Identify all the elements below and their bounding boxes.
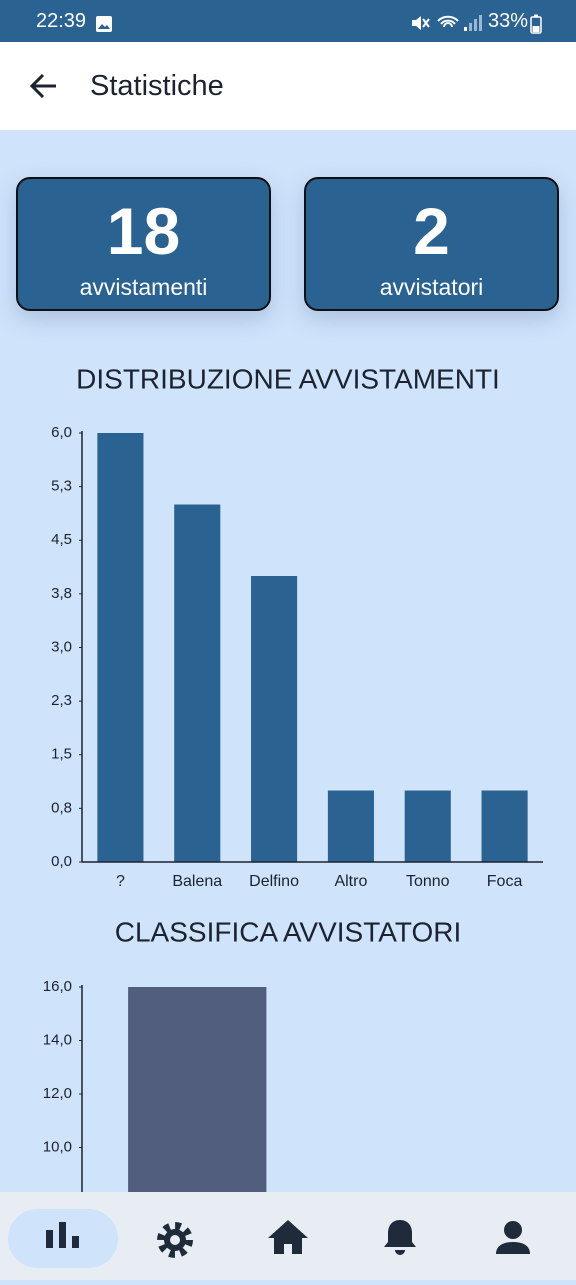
y-tick-label: 0,8 <box>51 799 72 816</box>
app-bar: Statistiche <box>0 42 576 130</box>
y-tick-label: 16,0 <box>43 978 72 995</box>
y-tick-label: 6,0 <box>51 424 72 441</box>
stat-label: avvistamenti <box>79 274 208 300</box>
bar <box>404 790 451 862</box>
app-title: Statistiche <box>90 70 224 102</box>
x-tick-label: Foca <box>487 873 523 890</box>
nav-notifications[interactable] <box>384 1220 416 1255</box>
y-tick-label: 5,3 <box>51 478 72 495</box>
stat-card: 2 avvistatori <box>304 177 559 311</box>
nav-settings[interactable] <box>157 1222 193 1258</box>
bar <box>481 790 528 862</box>
charts: DISTRIBUZIONE AVVISTAMENTI 0,0 0,8 1,5 2,3 3,… <box>43 363 543 1192</box>
y-tick-label: 1,5 <box>51 746 72 763</box>
battery-level: 33% <box>488 10 529 32</box>
y-tick-label: 12,0 <box>43 1085 72 1102</box>
x-tick-label: Altro <box>334 873 367 890</box>
nav-stats[interactable] <box>46 1222 79 1248</box>
y-tick-label: 3,0 <box>51 638 72 655</box>
battery-icon <box>530 14 542 34</box>
bottom-nav <box>0 1192 576 1280</box>
nav-profile[interactable] <box>496 1221 530 1254</box>
status-bar: 22:39 33% <box>0 0 576 42</box>
x-tick-label: ? <box>116 873 125 890</box>
chart-title: CLASSIFICA AVVISTATORI <box>115 916 461 947</box>
y-tick-label: 2,3 <box>51 692 72 709</box>
y-tick-label: 3,8 <box>51 585 72 602</box>
y-tick-label: 4,5 <box>51 531 72 548</box>
bar <box>251 576 298 862</box>
y-tick-label: 10,0 <box>43 1138 72 1155</box>
stat-value: 2 <box>413 194 450 268</box>
image-icon <box>96 16 112 32</box>
back-button[interactable] <box>28 72 60 100</box>
nav-home[interactable] <box>268 1220 308 1254</box>
stat-value: 18 <box>106 194 181 268</box>
bar <box>327 790 374 862</box>
chart-title: DISTRIBUZIONE AVVISTAMENTI <box>76 363 500 394</box>
status-icons <box>412 15 482 31</box>
stat-label: avvistatori <box>379 274 484 300</box>
x-tick-label: Delfino <box>249 873 299 890</box>
y-tick-label: 14,0 <box>43 1031 72 1048</box>
bar <box>97 433 144 862</box>
clock: 22:39 <box>36 10 87 32</box>
bar <box>174 504 221 862</box>
nav-icons <box>8 1209 530 1268</box>
x-tick-label: Balena <box>172 873 222 890</box>
y-tick-label: 0,0 <box>51 853 72 870</box>
x-tick-label: Tonno <box>406 873 450 890</box>
bar <box>128 987 267 1192</box>
stat-card: 18 avvistamenti <box>16 177 271 311</box>
